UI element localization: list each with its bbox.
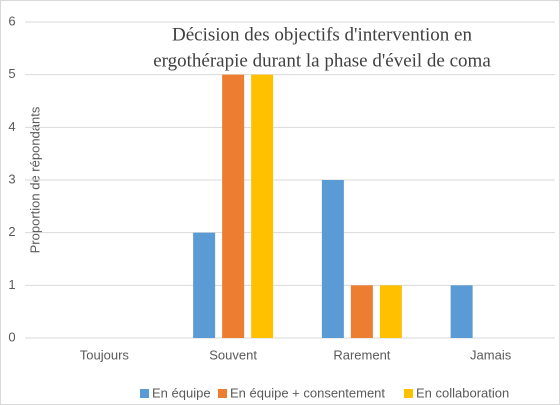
legend-swatch	[140, 389, 149, 398]
chart-title: ergothérapie durant la phase d'éveil de …	[153, 50, 491, 71]
y-tick-label: 4	[8, 119, 15, 134]
legend-swatch	[404, 389, 413, 398]
bar	[251, 74, 274, 339]
bar	[321, 180, 344, 338]
x-tick-label: Jamais	[470, 347, 512, 362]
legend-label: En équipe + consentement	[230, 385, 385, 400]
bar	[193, 232, 216, 338]
x-tick-label: Rarement	[333, 347, 390, 362]
bar	[222, 74, 245, 339]
x-tick-label: Souvent	[209, 347, 257, 362]
y-tick-label: 1	[8, 277, 15, 292]
y-tick-label: 3	[8, 171, 15, 186]
legend-label: En équipe	[152, 385, 211, 400]
y-tick-label: 5	[8, 66, 15, 81]
x-tick-label: Toujours	[80, 347, 130, 362]
y-tick-label: 2	[8, 224, 15, 239]
legend-swatch	[218, 389, 227, 398]
chart-title: Décision des objectifs d'intervention en	[172, 24, 472, 45]
bar	[450, 285, 473, 338]
y-tick-label: 0	[8, 329, 15, 344]
bar	[379, 285, 402, 338]
legend-label: En collaboration	[416, 385, 509, 400]
bar	[350, 285, 373, 338]
y-tick-label: 6	[8, 13, 15, 28]
